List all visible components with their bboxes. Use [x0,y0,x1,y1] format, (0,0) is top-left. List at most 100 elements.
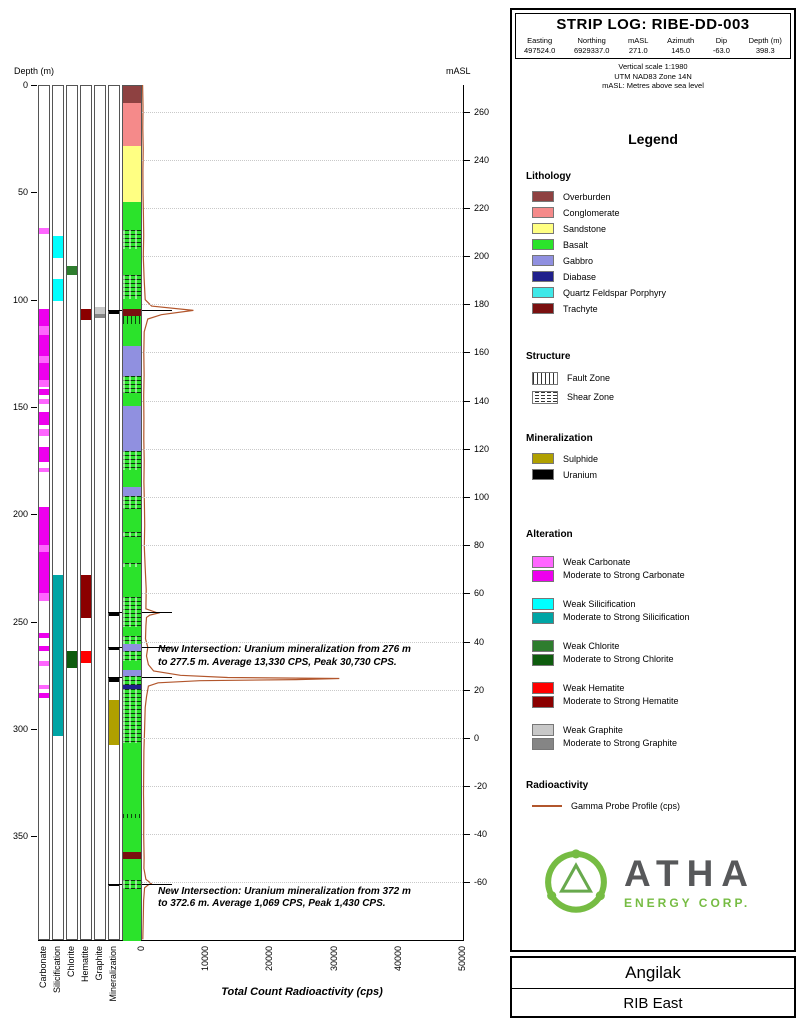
lith-diabase [123,684,141,690]
interval-carb_w [39,356,49,363]
lith-basalt [123,375,141,393]
lith-basalt [123,470,141,488]
lith-basalt [123,532,141,537]
depth-tick-label: 150 [12,401,28,412]
masl-tick-label: 40 [474,636,485,647]
masl-gridline [142,448,463,450]
column-lithology [122,85,142,941]
masl-tick [463,256,470,258]
interval-uranium [109,648,119,651]
legend-lithology-item: Gabbro [532,253,794,269]
masl-tick-label: -40 [474,829,488,840]
legend-lithology-item-swatch [532,239,554,250]
interval-carb_w [39,399,49,404]
interval-uranium [109,884,119,887]
interval-hem_w [81,650,91,664]
legend-mineralization-item: Sulphide [532,451,794,467]
alteration-strong-label: Moderate to Strong Silicification [563,611,690,622]
area-name: RIB East [623,995,683,1012]
masl-tick [463,207,470,209]
masl-gridline [142,545,463,547]
depth-tick [31,85,37,86]
hole-info-field-label: Depth (m) [748,36,782,45]
legend-lithology-item-label: Diabase [563,271,597,282]
masl-tick [463,689,470,691]
depth-tick [31,836,37,838]
masl-gridline [142,593,463,595]
alteration-swatch-strong [532,611,554,624]
lith-basalt [123,676,141,685]
interval-sil_w [53,279,63,301]
hole-info-field: Northing 6929337.0 [574,36,609,55]
masl-tick [463,304,470,306]
depth-tick-label: 200 [12,509,28,520]
masl-tick-label: -20 [474,781,488,792]
legend-lithology-item: Overburden [532,189,794,205]
legend-title: Legend [628,130,678,147]
hole-info-field: Easting 497524.0 [524,36,555,55]
legend-structure-label: Fault Zone [567,373,611,383]
masl-gridline [142,400,463,402]
lith-basalt [123,229,141,250]
depth-tick-label: 50 [17,187,28,198]
interval-carb_s [39,309,49,327]
interval-carb_w [39,380,49,387]
legend-lithology-item-swatch [532,255,554,266]
masl-tick [463,111,470,113]
legend-alteration-pair: Weak Graphite Moderate to Strong Graphite [532,723,794,750]
masl-gridline [142,304,463,306]
alteration-weak-label: Weak Silicification [563,598,636,609]
legend-lithology-item-swatch [532,223,554,234]
alteration-labels: Weak Hematite Moderate to Strong Hematite [563,682,679,708]
lith-basalt [123,661,141,670]
logo-subtitle: ENERGY CORP. [624,895,751,910]
lith-gabbro [123,669,141,677]
lith-basalt [123,201,141,230]
interval-carb_s [39,412,49,426]
lith-sandstone [123,146,141,202]
alteration-legend-items: Weak Carbonate Moderate to Strong Carbona… [512,555,794,750]
masl-tick-label: 0 [474,732,480,743]
legend-mineralization-item-swatch [532,453,554,464]
lith-basalt [123,298,141,310]
legend-lithology-item-label: Gabbro [563,255,594,266]
masl-gridline [142,786,463,788]
hole-info-field: Depth (m) 398.3 [749,36,782,55]
depth-tick-label: 250 [12,616,28,627]
lith-conglomerate [123,103,141,147]
masl-tick-label: 60 [474,588,485,599]
header-box: STRIP LOG: RIBE-DD-003 Easting 497524.0 No… [515,13,791,59]
intersection-annotation: New Intersection: Uranium mineralization… [158,644,411,668]
masl-gridline [142,352,463,354]
lith-basalt [123,496,141,509]
interval-sil_w [53,236,63,258]
x-tick-label: 10000 [200,946,211,972]
lith-trachyte [123,852,141,859]
masl-tick-label: 80 [474,540,485,551]
masl-tick-label: 120 [474,443,490,454]
alteration-strong-label: Moderate to Strong Graphite [563,737,678,748]
lith-basalt [123,315,141,325]
legend-lithology-item-label: Trachyte [563,303,598,314]
masl-tick [463,737,470,739]
masl-tick-label: 200 [474,251,490,262]
lithology-section-title: Lithology [526,170,571,182]
alteration-section-title: Alteration [526,528,573,540]
masl-tick [463,352,470,354]
x-tick-label: 0 [136,946,146,952]
legend-structure-swatch [532,371,558,385]
legend-lithology-item: Quartz Feldspar Porphyry [532,285,794,301]
note-masl: mASL: Metres above sea level [602,81,704,90]
column-label-hematite: Hematite [80,946,90,983]
masl-gridline [142,256,463,258]
hole-info-field: Azimuth 145.0 [667,36,694,55]
legend-lithology-item-label: Basalt [563,239,589,250]
lith-basalt [123,742,141,814]
masl-gridline [142,159,463,161]
alteration-swatch-weak [532,723,554,736]
interval-carb_w [39,661,49,666]
depth-axis-label: Depth (m) [14,66,55,76]
legend-lithology-item: Diabase [532,269,794,285]
column-hematite [80,85,92,940]
